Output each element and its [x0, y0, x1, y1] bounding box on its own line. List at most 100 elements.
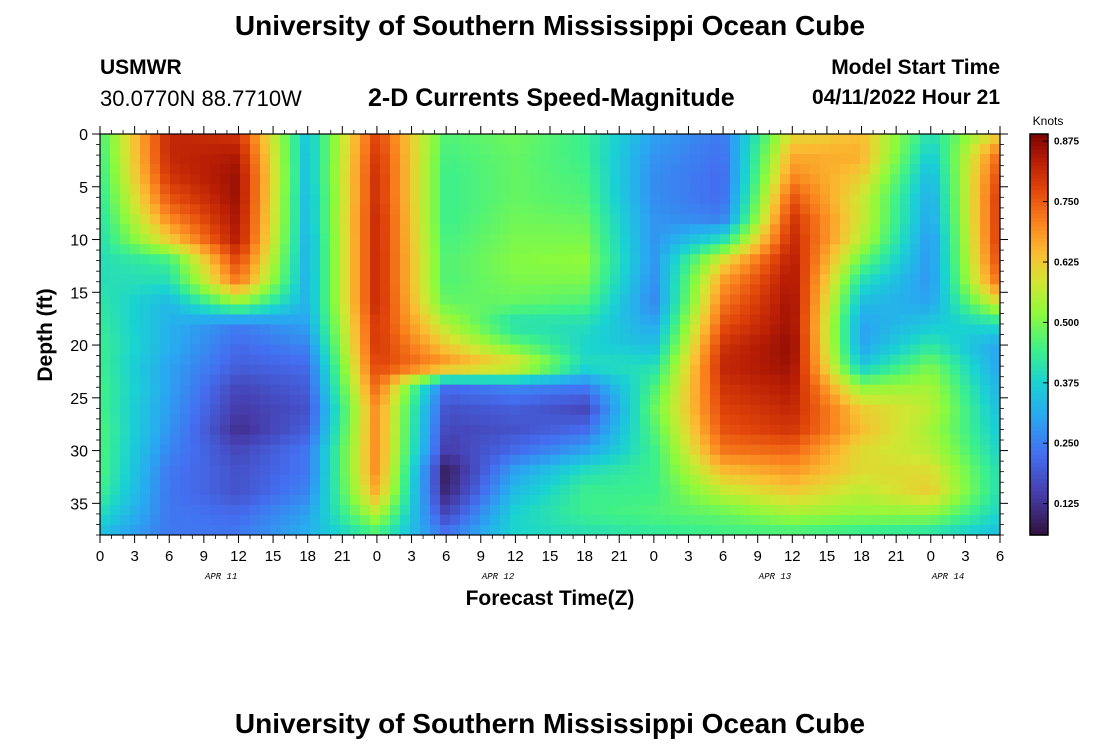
heatmap-cell: [640, 254, 651, 265]
heatmap-cell: [650, 174, 661, 185]
heatmap-cell: [660, 484, 671, 496]
heatmap-cell: [180, 294, 191, 306]
colorbar-segment: [1030, 166, 1048, 171]
heatmap-cell: [500, 244, 511, 255]
heatmap-cell: [520, 304, 531, 316]
heatmap-cell: [680, 514, 691, 526]
y-tick-label: 15: [70, 285, 88, 302]
heatmap-cell: [100, 404, 111, 416]
heatmap-cell: [510, 334, 521, 346]
heatmap-cell: [430, 364, 441, 376]
heatmap-cell: [320, 344, 331, 356]
heatmap-cell: [220, 334, 231, 346]
heatmap-cell: [190, 204, 201, 215]
heatmap-cell: [300, 354, 311, 366]
heatmap-cell: [840, 424, 851, 436]
heatmap-cell: [330, 254, 341, 265]
heatmap-cell: [120, 384, 131, 396]
heatmap-cell: [240, 464, 251, 476]
heatmap-cell: [220, 234, 231, 245]
heatmap-cell: [890, 444, 901, 456]
heatmap-cell: [700, 304, 711, 316]
heatmap-cell: [950, 344, 961, 356]
heatmap-cell: [200, 214, 211, 225]
heatmap-cell: [310, 404, 321, 416]
heatmap-cell: [960, 404, 971, 416]
heatmap-cell: [940, 254, 951, 265]
heatmap-cell: [850, 434, 861, 446]
heatmap-cell: [940, 314, 951, 326]
heatmap-cell: [770, 224, 781, 235]
colorbar-segment: [1030, 138, 1048, 143]
heatmap-cell: [970, 484, 981, 496]
heatmap-cell: [900, 434, 911, 446]
heatmap-cell: [110, 354, 121, 366]
heatmap-cell: [960, 334, 971, 346]
heatmap-cell: [840, 244, 851, 255]
heatmap-cell: [170, 364, 181, 376]
heatmap-cell: [120, 354, 131, 366]
heatmap-cell: [260, 284, 271, 296]
heatmap-cell: [530, 204, 541, 215]
heatmap-cell: [920, 484, 931, 496]
heatmap-cell: [100, 434, 111, 446]
heatmap-cell: [900, 324, 911, 336]
heatmap-cell: [540, 474, 551, 486]
heatmap-cell: [490, 154, 501, 165]
heatmap-cell: [830, 224, 841, 235]
heatmap-cell: [300, 234, 311, 245]
heatmap-cell: [600, 264, 611, 275]
heatmap-cell: [170, 284, 181, 296]
heatmap-cell: [420, 484, 431, 496]
heatmap-cell: [330, 354, 341, 366]
heatmap-cell: [480, 514, 491, 526]
x-tick-label: 3: [961, 548, 969, 565]
heatmap-cell: [760, 294, 771, 306]
heatmap-cell: [360, 514, 371, 526]
heatmap-cell: [260, 344, 271, 356]
heatmap-cell: [610, 284, 621, 296]
heatmap-cell: [620, 424, 631, 436]
heatmap-cell: [870, 484, 881, 496]
heatmap-cell: [570, 504, 581, 516]
heatmap-cell: [850, 184, 861, 195]
heatmap-cell: [210, 314, 221, 326]
heatmap-cell: [180, 304, 191, 316]
heatmap-cell: [680, 334, 691, 346]
x-tick-label: 15: [265, 548, 282, 565]
heatmap-cell: [510, 504, 521, 516]
heatmap-cell: [860, 364, 871, 376]
heatmap-cell: [640, 134, 651, 145]
heatmap-cell: [990, 144, 1000, 155]
colorbar-segment: [1030, 178, 1048, 183]
heatmap-cell: [310, 254, 321, 265]
heatmap-cell: [530, 414, 541, 426]
heatmap-cell: [480, 364, 491, 376]
heatmap-cell: [750, 454, 761, 466]
heatmap-cell: [130, 414, 141, 426]
heatmap-cell: [310, 454, 321, 466]
heatmap-cell: [900, 134, 911, 145]
heatmap-cell: [900, 294, 911, 306]
heatmap-cell: [230, 474, 241, 486]
heatmap-cell: [600, 154, 611, 165]
heatmap-cell: [890, 434, 901, 446]
heatmap-cell: [870, 324, 881, 336]
heatmap-cell: [260, 444, 271, 456]
heatmap-cell: [960, 394, 971, 406]
heatmap-cell: [630, 384, 641, 396]
heatmap-cell: [890, 494, 901, 506]
heatmap-cell: [580, 294, 591, 306]
heatmap-cell: [990, 194, 1000, 205]
heatmap-cell: [200, 324, 211, 336]
heatmap-cell: [300, 524, 311, 535]
heatmap-cell: [920, 504, 931, 516]
heatmap-cell: [810, 404, 821, 416]
heatmap-cell: [140, 324, 151, 336]
heatmap-cell: [610, 524, 621, 535]
heatmap-cell: [620, 204, 631, 215]
heatmap-cell: [470, 474, 481, 486]
colorbar-segment: [1030, 354, 1048, 360]
heatmap-cell: [230, 164, 241, 175]
heatmap-cell: [550, 274, 561, 285]
